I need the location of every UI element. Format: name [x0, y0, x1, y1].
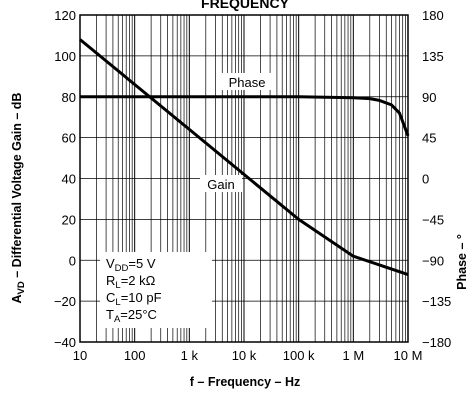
series-layer [79, 38, 410, 277]
condition-line: TA=25°C [106, 307, 157, 325]
condition-line: CL=10 pF [106, 290, 162, 308]
y2-tick-label: 0 [422, 172, 429, 187]
x-tick-label: 10 k [232, 348, 257, 363]
series-line-gain [79, 38, 409, 277]
y2-axis-label: Phase – ° [455, 234, 467, 290]
plot-frame [79, 14, 409, 343]
x-axis-label: f – Frequency – Hz [190, 375, 300, 389]
y2-tick-label: −45 [422, 212, 444, 227]
y-tick-label: 80 [62, 90, 76, 105]
x-tick-labels: 10 100 1 k 10 k 100 k 1 M 10 M [73, 348, 423, 363]
y-tick-label: 20 [62, 212, 76, 227]
y-tick-label: −20 [54, 294, 76, 309]
condition-line: RL=2 kΩ [106, 273, 156, 291]
phase-label-bg [219, 73, 275, 90]
y2-tick-label: −180 [422, 335, 451, 350]
y-tick-label: 0 [69, 253, 76, 268]
chart-title: FREQUENCY [201, 0, 290, 11]
y2-tick-label: −90 [422, 253, 444, 268]
gain-label-bg [200, 175, 242, 192]
y-axis-label-rest: – Differential Voltage Gain – dB [10, 93, 24, 282]
x-tick-label: 10 [73, 348, 87, 363]
y2-tick-labels: 180 135 90 45 0 −45 −90 −135 −180 [422, 8, 451, 350]
x-tick-label: 100 k [283, 348, 315, 363]
y-tick-label: −40 [54, 335, 76, 350]
y2-tick-label: −135 [422, 294, 451, 309]
y2-tick-label: 135 [422, 49, 444, 64]
y2-tick-label: 45 [422, 131, 436, 146]
y-tick-label: 60 [62, 131, 76, 146]
y2-tick-label: 180 [422, 8, 444, 23]
condition-line: VDD=5 V [106, 256, 156, 274]
y-tick-labels: 120 100 80 60 40 20 0 −20 −40 [54, 8, 76, 350]
y-tick-label: 100 [54, 49, 76, 64]
series-line-phase [80, 95, 410, 137]
y2-tick-label: 90 [422, 90, 436, 105]
y-tick-label: 120 [54, 8, 76, 23]
y-axis-label-sub: VD [16, 281, 27, 294]
y-axis-label: AVD – Differential Voltage Gain – dB [10, 93, 27, 304]
conditions-bg [100, 252, 212, 328]
x-tick-label: 1 M [342, 348, 364, 363]
x-tick-label: 10 M [394, 348, 423, 363]
x-tick-label: 100 [124, 348, 146, 363]
gain-label: Gain [207, 177, 234, 192]
phase-label: Phase [229, 75, 266, 90]
y-axis-label-main: A [10, 294, 24, 303]
curve-labels: Phase Gain [200, 73, 275, 192]
x-tick-label: 1 k [181, 348, 199, 363]
y-tick-label: 40 [62, 172, 76, 187]
